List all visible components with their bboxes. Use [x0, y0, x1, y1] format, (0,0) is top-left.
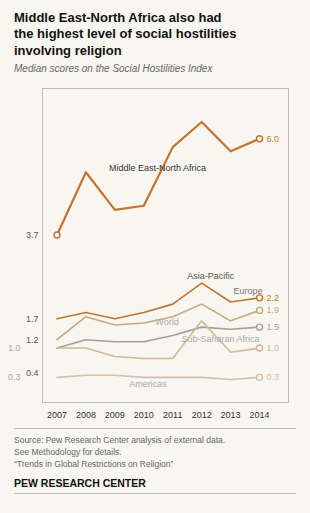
svg-text:0.3: 0.3	[267, 372, 280, 382]
svg-text:2011: 2011	[163, 410, 182, 420]
svg-text:1.2: 1.2	[26, 334, 39, 344]
svg-text:0.3: 0.3	[8, 372, 21, 382]
html-text:Middle East-North Africa also: Middle East-North Africa also had the hi…	[14, 10, 237, 58]
svg-text:2.2: 2.2	[267, 292, 280, 302]
svg-text:1.0: 1.0	[8, 343, 21, 353]
svg-text:Sub-Saharan Africa: Sub-Saharan Africa	[181, 333, 259, 343]
svg-text:2008: 2008	[76, 410, 96, 420]
svg-text:0.4: 0.4	[26, 368, 39, 378]
html-text:PEW RESEARCH CENTER: PEW RESEARCH CENTER	[14, 476, 146, 489]
svg-text:Asia-Pacific: Asia-Pacific	[187, 271, 235, 281]
html-text:Median scores on the Social Ho: Median scores on the Social Hostilities …	[14, 62, 213, 74]
svg-text:Americas: Americas	[129, 379, 167, 389]
svg-text:2007: 2007	[47, 410, 67, 420]
svg-text:World: World	[155, 317, 178, 327]
svg-text:2009: 2009	[105, 410, 125, 420]
svg-text:Middle East-North Africa: Middle East-North Africa	[109, 163, 206, 173]
svg-text:1.0: 1.0	[267, 343, 280, 353]
svg-text:2014: 2014	[250, 410, 270, 420]
svg-text:6.0: 6.0	[267, 133, 280, 143]
svg-text:2013: 2013	[221, 410, 241, 420]
svg-text:1.5: 1.5	[267, 322, 280, 332]
svg-text:2012: 2012	[192, 410, 212, 420]
svg-text:1.7: 1.7	[26, 313, 39, 323]
svg-text:Europe: Europe	[234, 286, 263, 296]
svg-text:1.9: 1.9	[267, 305, 280, 315]
svg-text:3.7: 3.7	[26, 230, 39, 240]
svg-text:2010: 2010	[134, 410, 154, 420]
html-text:Source: Pew Research Center an: Source: Pew Research Center analysis of …	[14, 434, 226, 470]
